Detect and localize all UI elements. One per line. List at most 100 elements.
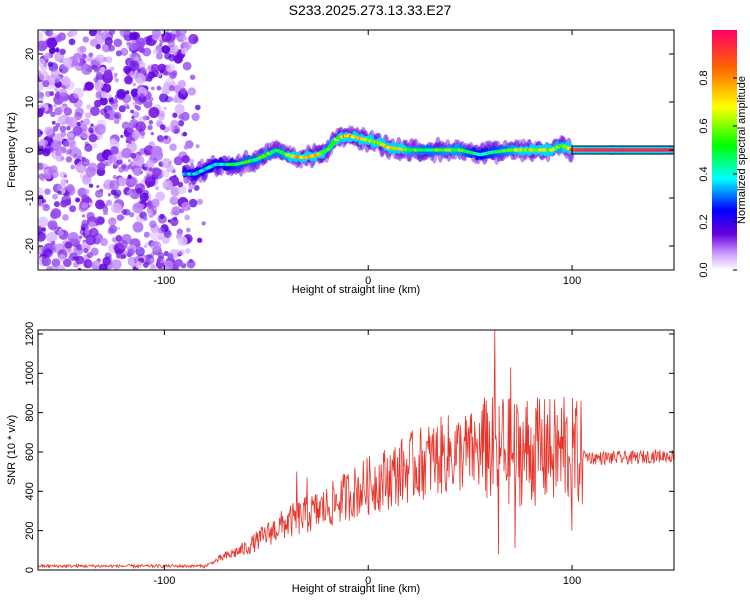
- noise-blob: [119, 30, 131, 38]
- noise-blob: [44, 188, 51, 195]
- noise-blob: [99, 238, 109, 247]
- noise-blob: [126, 126, 134, 133]
- noise-blob: [105, 56, 113, 64]
- noise-blob: [38, 94, 44, 103]
- colorbar-ticks: 0.0 0.2 0.4 0.6 0.8: [698, 70, 737, 278]
- noise-blob: [186, 259, 196, 269]
- noise-blob: [38, 231, 46, 242]
- noise-blob: [81, 130, 90, 139]
- noise-blob: [171, 30, 177, 35]
- noise-blob: [201, 221, 206, 226]
- noise-blob: [45, 90, 52, 98]
- noise-blob: [149, 257, 155, 263]
- noise-blob: [147, 124, 153, 131]
- noise-blob: [159, 124, 166, 130]
- noise-blob: [58, 115, 66, 123]
- noise-blob: [38, 40, 48, 52]
- noise-blob: [73, 153, 78, 157]
- noise-blob: [74, 107, 84, 117]
- noise-blob: [140, 135, 145, 139]
- noise-blob: [132, 72, 139, 79]
- noise-blob: [121, 165, 126, 170]
- noise-blob: [150, 131, 155, 136]
- noise-blob: [81, 176, 91, 186]
- noise-blob: [150, 240, 162, 252]
- noise-blob: [105, 199, 112, 206]
- colorbar-tick-label: 0.2: [698, 214, 710, 229]
- noise-blob: [175, 249, 180, 253]
- noise-blob: [147, 71, 156, 79]
- noise-blob: [55, 35, 63, 43]
- noise-blob: [158, 110, 166, 117]
- snr-ytick-label: 1000: [24, 361, 36, 385]
- noise-blob: [109, 179, 120, 191]
- noise-blob: [54, 78, 60, 84]
- noise-blob: [107, 93, 113, 99]
- noise-blob: [66, 183, 75, 193]
- noise-blob: [135, 121, 147, 133]
- noise-blob: [182, 96, 186, 100]
- noise-blob: [152, 48, 159, 55]
- noise-blob: [164, 135, 168, 140]
- noise-blob: [142, 36, 152, 46]
- snr-ytick-label: 600: [24, 443, 36, 461]
- noise-blob: [188, 198, 198, 208]
- noise-blob: [155, 191, 165, 202]
- spectrogram-ytick-label: 0: [24, 147, 36, 153]
- noise-blob: [113, 203, 124, 214]
- noise-blob: [157, 63, 167, 73]
- noise-blob: [79, 45, 87, 53]
- noise-blob: [177, 80, 187, 89]
- noise-blob: [38, 82, 44, 91]
- noise-blob: [163, 230, 172, 239]
- noise-blob: [107, 217, 117, 226]
- noise-blob: [99, 97, 108, 106]
- noise-blob: [110, 146, 119, 155]
- noise-blob: [142, 216, 148, 221]
- noise-blob: [181, 155, 190, 164]
- noise-blob: [163, 70, 168, 76]
- noise-blob: [155, 52, 163, 60]
- noise-blob: [38, 31, 44, 42]
- noise-blob: [102, 257, 112, 266]
- noise-blob: [72, 125, 83, 136]
- noise-blob: [142, 115, 149, 121]
- noise-blob: [177, 120, 185, 127]
- noise-blob: [173, 216, 178, 221]
- noise-blob: [62, 258, 72, 268]
- snr-ytick-label: 1200: [24, 322, 36, 346]
- noise-blob: [168, 85, 175, 92]
- noise-blob: [88, 183, 94, 188]
- noise-blob: [143, 231, 150, 238]
- noise-blob: [135, 261, 143, 269]
- noise-blob: [51, 258, 61, 267]
- noise-blob: [82, 36, 89, 43]
- noise-blob: [167, 253, 174, 260]
- noise-blob: [178, 30, 188, 36]
- noise-blob: [146, 159, 155, 168]
- colorbar: 0.0 0.2 0.4 0.6 0.8 Normalized spectral ampl…: [698, 30, 748, 278]
- spectrogram-xtick-label: -100: [153, 275, 175, 287]
- noise-blob: [46, 37, 58, 49]
- snr-xtick-label: 100: [563, 575, 581, 587]
- noise-blob: [69, 30, 78, 37]
- noise-blob: [169, 57, 174, 62]
- spectrogram-ridge: [181, 125, 674, 186]
- noise-blob: [69, 205, 77, 213]
- noise-blob: [134, 183, 145, 194]
- noise-blob: [140, 130, 146, 137]
- noise-blob: [120, 253, 127, 259]
- noise-blob: [62, 140, 70, 147]
- noise-blob: [130, 152, 137, 159]
- noise-blob: [108, 30, 116, 35]
- noise-blob: [68, 38, 76, 46]
- noise-blob: [85, 166, 96, 178]
- noise-blob: [72, 87, 84, 99]
- noise-blob: [123, 208, 131, 216]
- noise-blob: [150, 86, 155, 91]
- noise-blob: [75, 255, 85, 265]
- noise-blob: [172, 112, 178, 118]
- noise-blob: [143, 99, 153, 109]
- noise-blob: [38, 249, 42, 253]
